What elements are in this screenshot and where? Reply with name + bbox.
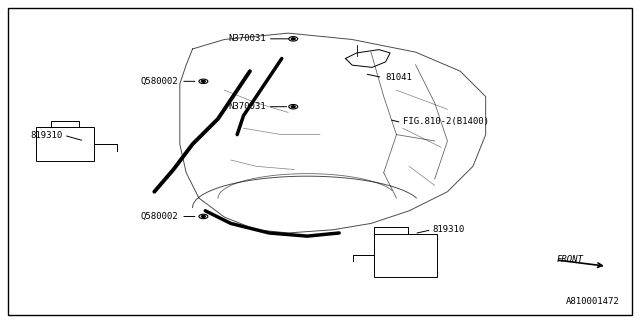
Text: Q580002: Q580002 bbox=[141, 77, 179, 86]
Text: 819310: 819310 bbox=[433, 225, 465, 234]
Circle shape bbox=[291, 38, 295, 40]
Circle shape bbox=[202, 80, 205, 82]
Text: A810001472: A810001472 bbox=[566, 297, 620, 306]
Circle shape bbox=[202, 215, 205, 217]
Text: Q580002: Q580002 bbox=[141, 212, 179, 221]
Text: 819310: 819310 bbox=[30, 131, 63, 140]
Text: N370031: N370031 bbox=[228, 34, 266, 43]
Text: FRONT: FRONT bbox=[557, 255, 584, 264]
Circle shape bbox=[291, 106, 295, 108]
Text: N370031: N370031 bbox=[228, 102, 266, 111]
Text: 81041: 81041 bbox=[385, 73, 412, 82]
Text: FIG.810-2(B1400): FIG.810-2(B1400) bbox=[403, 117, 489, 126]
